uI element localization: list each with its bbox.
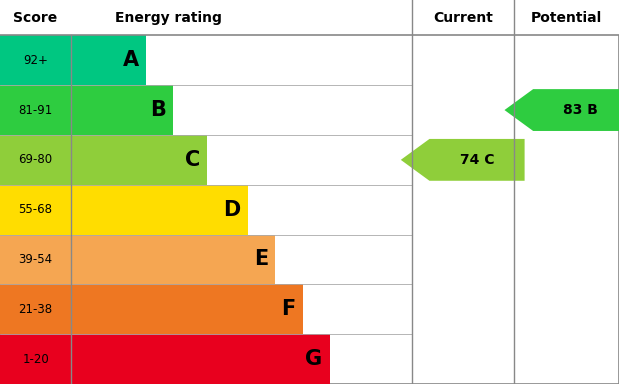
Text: E: E [254,250,268,270]
Text: 92+: 92+ [23,54,48,67]
Text: 69-80: 69-80 [19,153,53,166]
Bar [0,235,275,285]
Bar [0,334,330,384]
Polygon shape [401,139,525,181]
Text: Score: Score [14,11,58,25]
Text: Energy rating: Energy rating [115,11,222,25]
Text: 39-54: 39-54 [19,253,53,266]
Text: Current: Current [433,11,493,25]
Text: D: D [223,200,241,220]
Polygon shape [504,89,619,131]
Bar [0,0,619,35]
Text: G: G [305,349,322,369]
Text: 74 C: 74 C [460,153,495,167]
Bar [0,185,248,235]
Text: 83 B: 83 B [563,103,598,117]
Text: Potential: Potential [530,11,602,25]
Bar [0,135,207,185]
Bar [0,85,173,135]
Text: F: F [281,299,295,319]
Text: B: B [150,100,166,120]
Text: 81-91: 81-91 [19,104,53,116]
Bar [0,35,146,85]
Text: C: C [184,150,200,170]
Text: 55-68: 55-68 [19,203,53,216]
Text: 21-38: 21-38 [19,303,53,316]
Text: 1-20: 1-20 [22,353,49,366]
Bar [0,285,303,334]
Text: A: A [123,50,139,70]
